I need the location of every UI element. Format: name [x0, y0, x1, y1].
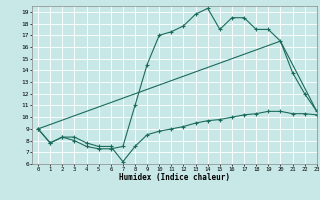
X-axis label: Humidex (Indice chaleur): Humidex (Indice chaleur) — [119, 173, 230, 182]
